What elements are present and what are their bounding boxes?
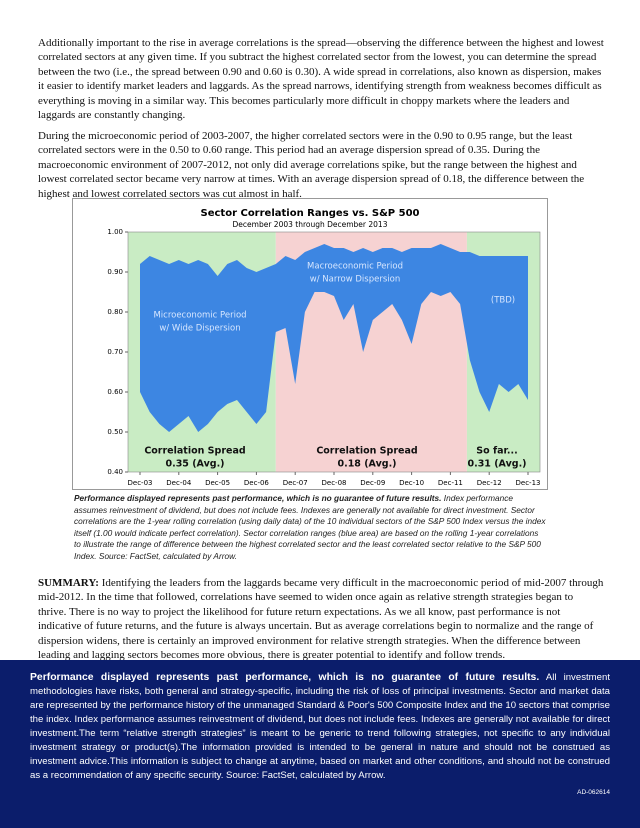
annotation: Correlation Spread	[144, 446, 245, 457]
x-tick-label: Dec-13	[516, 479, 541, 487]
annotation: 0.18 (Avg.)	[337, 459, 396, 470]
y-tick-label: 0.70	[107, 348, 123, 356]
chart-title: Sector Correlation Ranges vs. S&P 500	[201, 208, 420, 219]
x-tick-label: Dec-05	[205, 479, 230, 487]
summary: SUMMARY: Identifying the leaders from th…	[38, 576, 604, 662]
disclaimer: Performance displayed represents past pe…	[30, 671, 610, 783]
x-tick-label: Dec-07	[283, 479, 308, 487]
y-tick-label: 0.90	[107, 268, 123, 276]
correlation-band	[140, 244, 528, 432]
disclaimer-bold: Performance displayed represents past pe…	[30, 672, 540, 683]
y-tick-label: 1.00	[107, 228, 123, 236]
chart-box: Sector Correlation Ranges vs. S&P 500 De…	[72, 198, 548, 490]
annotation: 0.31 (Avg.)	[467, 459, 526, 470]
caption-text: Index performance assumes reinvestment o…	[74, 493, 546, 561]
x-tick-label: Dec-06	[244, 479, 270, 487]
x-tick-label: Dec-08	[322, 479, 347, 487]
paragraph: Additionally important to the rise in av…	[38, 37, 604, 122]
x-tick-label: Dec-03	[128, 479, 153, 487]
annotation: w/ Narrow Dispersion	[310, 275, 400, 285]
annotation: Microeconomic Period	[153, 311, 246, 321]
chart: Sector Correlation Ranges vs. S&P 500 De…	[72, 198, 548, 490]
x-tick-label: Dec-12	[477, 479, 502, 487]
summary-text: Identifying the leaders from the laggard…	[38, 577, 604, 662]
document-code: AD-062614	[577, 789, 610, 796]
annotation: w/ Wide Dispersion	[159, 324, 240, 334]
x-tick-label: Dec-10	[399, 479, 424, 487]
caption: Performance displayed represents past pe…	[74, 493, 546, 563]
caption-bold: Performance displayed represents past pe…	[74, 493, 442, 503]
annotation: So far...	[476, 446, 517, 457]
x-tick-label: Dec-04	[166, 479, 192, 487]
paragraph: During the microeconomic period of 2003-…	[38, 130, 585, 200]
y-tick-label: 0.40	[107, 468, 123, 476]
annotation: Correlation Spread	[316, 446, 417, 457]
y-tick-label: 0.60	[107, 388, 123, 396]
summary-label: SUMMARY:	[38, 577, 99, 589]
y-tick-label: 0.80	[107, 308, 123, 316]
footer: Performance displayed represents past pe…	[0, 660, 640, 828]
x-tick-label: Dec-09	[360, 479, 385, 487]
annotation: 0.35 (Avg.)	[165, 459, 224, 470]
annotation: (TBD)	[491, 296, 515, 306]
disclaimer-text: All investment methodologies have risks,…	[30, 672, 610, 781]
x-tick-label: Dec-11	[438, 479, 463, 487]
annotation: Macroeconomic Period	[307, 262, 403, 272]
y-tick-label: 0.50	[107, 428, 123, 436]
chart-subtitle: December 2003 through December 2013	[233, 220, 388, 229]
